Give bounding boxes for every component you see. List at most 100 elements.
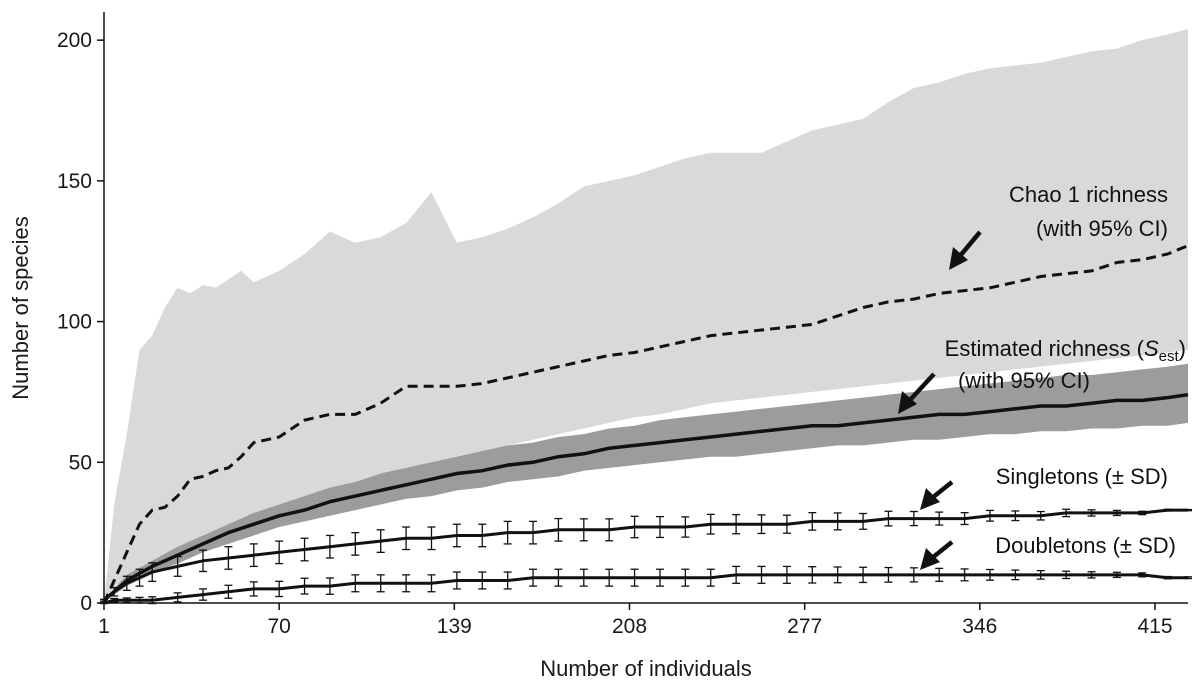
singletons-error-bar bbox=[122, 575, 131, 591]
singletons-error-bar bbox=[985, 509, 994, 522]
x-tick-label: 1 bbox=[98, 615, 110, 638]
estimated-richness-ci-band bbox=[104, 363, 1188, 601]
singletons-error-bar bbox=[884, 510, 893, 527]
estimated-richness-line bbox=[102, 392, 1189, 602]
singletons-error-bar bbox=[1011, 510, 1020, 522]
doubletons-error-bar bbox=[199, 588, 208, 601]
doubletons-error-bar bbox=[706, 568, 715, 587]
doubletons-error-bar bbox=[529, 568, 538, 587]
doubletons-error-bar bbox=[985, 568, 994, 581]
singletons-error-bar bbox=[452, 523, 461, 548]
singletons-error-bar bbox=[135, 568, 144, 587]
singletons-error-bar bbox=[808, 512, 817, 531]
doubletons-error-bar bbox=[1112, 571, 1121, 579]
y-tick-label: 100 bbox=[57, 311, 92, 334]
singletons-error-bar bbox=[782, 514, 791, 534]
chao1-ci-band bbox=[104, 28, 1188, 603]
singletons-error-bar bbox=[249, 543, 258, 568]
doubletons-error-bar bbox=[579, 568, 588, 587]
singletons-error-bar bbox=[630, 515, 639, 539]
singletons-error-bar bbox=[173, 555, 182, 577]
x-axis-title: Number of individuals bbox=[540, 656, 752, 681]
singletons-error-bar bbox=[275, 540, 284, 565]
chao1-line bbox=[102, 244, 1189, 604]
doubletons-error-bar bbox=[757, 565, 766, 584]
x-tick-label: 277 bbox=[787, 615, 822, 638]
singletons-error-bar bbox=[833, 512, 842, 531]
chao1-label-line1: Chao 1 richness bbox=[1009, 182, 1168, 207]
error-bars bbox=[100, 508, 1192, 605]
doubletons-error-bar bbox=[859, 566, 868, 584]
x-axis-ticks: 1 70 139 208 277 346 415 bbox=[98, 603, 1173, 638]
doubletons-annotation: Doubletons (± SD) bbox=[920, 533, 1176, 570]
singletons-error-bar bbox=[1062, 508, 1071, 518]
singletons-error-bar bbox=[224, 546, 233, 570]
doubletons-error-bar bbox=[782, 565, 791, 584]
singletons-error-bar bbox=[402, 526, 411, 551]
doubletons-error-bar bbox=[402, 574, 411, 593]
singletons-error-bar bbox=[1087, 509, 1096, 517]
annotations: Chao 1 richness (with 95% CI) Estimated … bbox=[898, 182, 1186, 570]
doubletons-error-bar bbox=[1138, 572, 1147, 578]
doubletons-error-bar bbox=[909, 567, 918, 583]
singletons-error-bar bbox=[681, 516, 690, 538]
singletons-error-bar bbox=[706, 513, 715, 535]
doubletons-error-bar bbox=[935, 567, 944, 582]
singletons-error-bar bbox=[300, 537, 309, 562]
singletons-error-bar bbox=[478, 523, 487, 548]
estimated-richness-annotation: Estimated richness (Sest) (with 95% CI) bbox=[898, 336, 1186, 414]
singletons-error-bar bbox=[1036, 510, 1045, 521]
estimated-richness-arrow-icon bbox=[898, 372, 936, 414]
singletons-error-bar bbox=[427, 526, 436, 551]
doubletons-error-bar bbox=[173, 592, 182, 603]
y-tick-label: 0 bbox=[80, 592, 92, 615]
doubletons-error-bar bbox=[630, 568, 639, 587]
doubletons-error-bar bbox=[833, 566, 842, 584]
singletons-error-bar bbox=[732, 513, 741, 535]
doubletons-error-bar bbox=[110, 597, 119, 603]
x-tick-label: 139 bbox=[437, 615, 472, 638]
singletons-error-bar bbox=[655, 515, 664, 539]
doubletons-error-bar bbox=[884, 566, 893, 583]
singletons-arrow-icon bbox=[920, 480, 954, 510]
singletons-error-bar bbox=[909, 510, 918, 527]
doubletons-error-bar bbox=[478, 571, 487, 590]
doubletons-error-bar bbox=[1011, 569, 1020, 581]
confidence-bands bbox=[104, 28, 1188, 603]
singletons-annotation: Singletons (± SD) bbox=[920, 464, 1168, 510]
singletons-error-bar bbox=[1184, 508, 1192, 512]
doubletons-error-bar bbox=[376, 574, 385, 593]
doubletons-error-bar bbox=[224, 584, 233, 599]
doubletons-error-bar bbox=[1163, 575, 1172, 580]
doubletons-error-bar bbox=[655, 568, 664, 587]
singletons-error-bar bbox=[529, 520, 538, 545]
x-tick-label: 70 bbox=[267, 615, 290, 638]
singletons-error-bar bbox=[199, 549, 208, 573]
singletons-error-bar bbox=[351, 531, 360, 556]
y-tick-label: 200 bbox=[57, 29, 92, 52]
singletons-error-bar bbox=[859, 512, 868, 530]
singletons-error-bar bbox=[503, 520, 512, 545]
singletons-error-bar bbox=[148, 562, 157, 582]
singletons-label: Singletons (± SD) bbox=[996, 464, 1168, 489]
doubletons-error-bar bbox=[452, 571, 461, 590]
singletons-error-bar bbox=[1138, 510, 1147, 516]
doubletons-error-bar bbox=[427, 574, 436, 593]
singletons-line bbox=[103, 508, 1188, 602]
y-axis-title: Number of species bbox=[8, 216, 33, 399]
doubletons-error-bar bbox=[351, 574, 360, 593]
chao1-label-line2: (with 95% CI) bbox=[1036, 216, 1168, 241]
doubletons-error-bar bbox=[681, 568, 690, 587]
singletons-error-bar bbox=[110, 586, 119, 597]
singletons-error-bar bbox=[1112, 509, 1121, 517]
series-lines bbox=[102, 244, 1189, 605]
doubletons-error-bar bbox=[325, 577, 334, 595]
singletons-error-bar bbox=[579, 518, 588, 542]
singletons-error-bar bbox=[935, 511, 944, 526]
doubletons-error-bar bbox=[808, 566, 817, 584]
chao1-annotation: Chao 1 richness (with 95% CI) bbox=[949, 182, 1168, 270]
singletons-error-bar bbox=[325, 534, 334, 559]
y-tick-label: 50 bbox=[69, 451, 92, 474]
doubletons-error-bar bbox=[1184, 576, 1192, 580]
